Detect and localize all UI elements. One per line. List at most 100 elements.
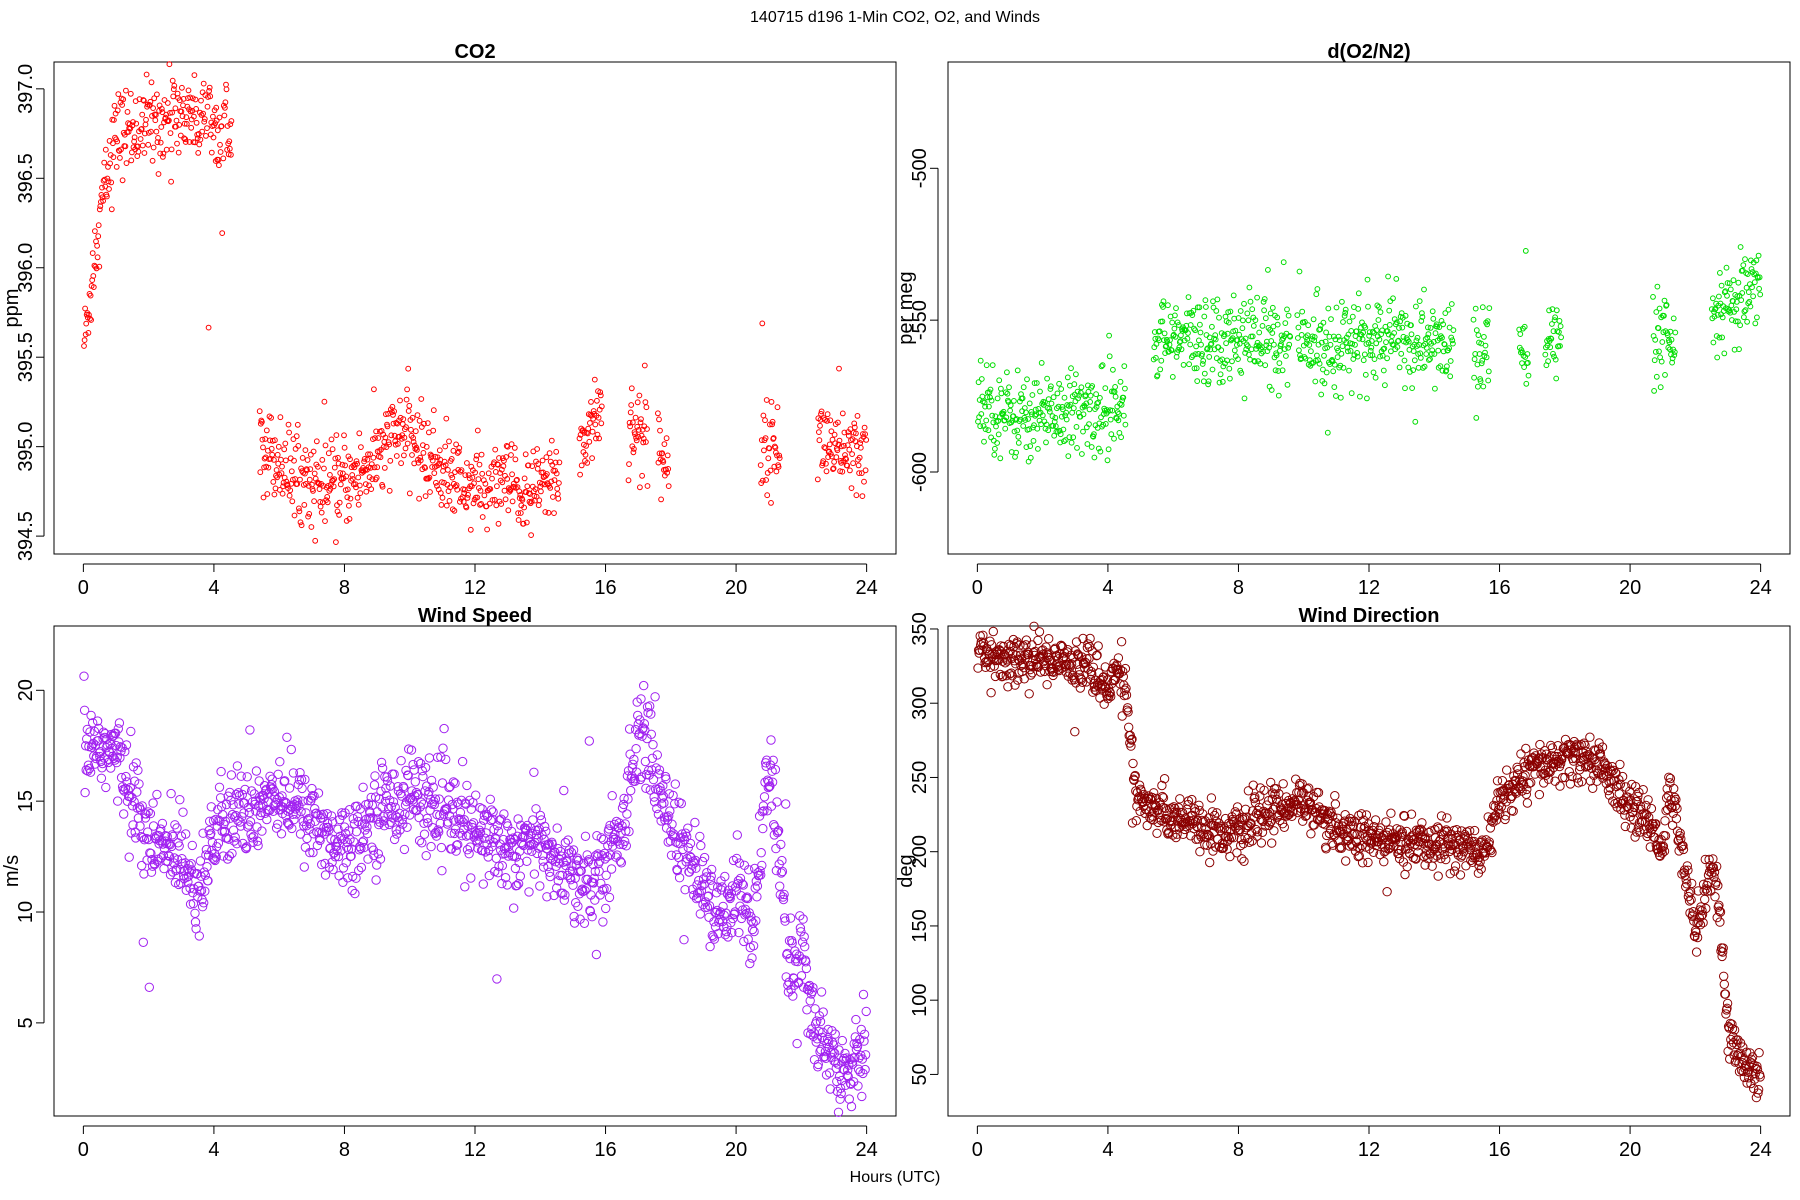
data-point	[623, 794, 633, 804]
data-point	[1521, 323, 1528, 330]
data-point	[1546, 740, 1556, 751]
data-point	[122, 143, 129, 150]
data-point	[690, 855, 701, 866]
data-point	[1657, 848, 1668, 858]
data-point	[853, 430, 859, 437]
data-point	[1004, 369, 1010, 376]
data-point	[977, 357, 984, 364]
data-point	[527, 828, 537, 839]
data-point	[324, 499, 331, 506]
data-point	[119, 102, 125, 108]
data-point	[637, 724, 648, 734]
data-point	[448, 456, 455, 462]
data-point	[203, 133, 209, 139]
data-point	[312, 537, 319, 544]
data-point	[515, 871, 525, 881]
data-point	[1117, 378, 1124, 385]
data-point	[1165, 820, 1176, 830]
data-point	[451, 840, 462, 850]
data-point	[1333, 393, 1339, 399]
data-point	[176, 831, 187, 841]
data-point	[1432, 822, 1443, 832]
data-point	[306, 476, 313, 483]
data-point	[1013, 449, 1019, 456]
data-point	[1225, 319, 1232, 326]
data-point	[316, 486, 323, 493]
data-point	[260, 494, 267, 501]
data-point	[1294, 312, 1301, 319]
data-point	[386, 487, 393, 494]
data-point	[120, 783, 131, 794]
data-point	[578, 462, 585, 469]
data-point	[826, 441, 833, 448]
x-tick-label: 16	[1488, 1139, 1510, 1161]
data-point	[1701, 903, 1711, 914]
data-point	[543, 454, 550, 461]
data-point	[990, 419, 997, 426]
data-point	[367, 800, 377, 810]
data-point	[348, 464, 355, 471]
data-point	[348, 477, 355, 484]
data-point	[143, 807, 153, 817]
data-point	[154, 839, 164, 849]
data-point	[280, 776, 290, 786]
data-point	[284, 783, 295, 793]
data-point	[1034, 425, 1041, 432]
y-tick-label: 50	[909, 1063, 931, 1085]
data-point	[1436, 811, 1447, 821]
data-point	[1267, 310, 1274, 317]
data-point	[1550, 328, 1557, 335]
data-point	[256, 408, 263, 415]
figure-x-axis-label: Hours (UTC)	[850, 1169, 941, 1186]
data-point	[862, 467, 869, 474]
data-point	[296, 806, 306, 817]
data-point	[412, 805, 422, 816]
data-point	[1243, 786, 1254, 796]
data-point	[344, 486, 351, 493]
data-point	[503, 443, 510, 449]
data-point	[141, 150, 148, 156]
data-point	[101, 782, 111, 793]
x-axis: 0 4 8 12 16 20 24	[972, 563, 1772, 599]
data-point	[500, 873, 511, 883]
data-point	[462, 845, 473, 855]
data-point	[550, 857, 561, 867]
data-point	[1700, 854, 1711, 865]
data-point	[1737, 244, 1744, 250]
data-point	[1361, 810, 1372, 820]
data-point	[1121, 690, 1132, 700]
data-point	[321, 398, 328, 405]
data-point	[289, 799, 300, 810]
data-point	[1341, 313, 1348, 319]
data-point	[394, 420, 401, 427]
data-point	[382, 434, 389, 441]
data-point	[1252, 827, 1263, 837]
data-point	[120, 96, 127, 103]
data-point	[1354, 810, 1364, 821]
data-point	[1432, 385, 1438, 392]
data-point	[342, 462, 349, 469]
data-point	[587, 411, 594, 418]
data-point	[423, 818, 433, 828]
data-point	[421, 851, 431, 861]
data-point	[1623, 792, 1633, 802]
data-point	[1311, 337, 1318, 344]
data-point	[187, 94, 194, 101]
data-point	[550, 494, 556, 500]
data-point	[862, 431, 868, 438]
data-point	[447, 799, 457, 810]
data-point	[188, 898, 199, 909]
data-point	[333, 539, 339, 545]
data-point	[1105, 688, 1115, 698]
data-point	[457, 756, 468, 767]
data-point	[1122, 703, 1133, 713]
data-point	[1001, 417, 1008, 424]
data-point	[1478, 360, 1485, 367]
data-point	[657, 427, 663, 434]
data-point	[1267, 794, 1278, 804]
data-point	[823, 468, 830, 475]
data-point	[292, 446, 299, 452]
data-point	[1169, 319, 1176, 326]
data-point	[1004, 669, 1015, 679]
data-point	[1118, 434, 1124, 441]
